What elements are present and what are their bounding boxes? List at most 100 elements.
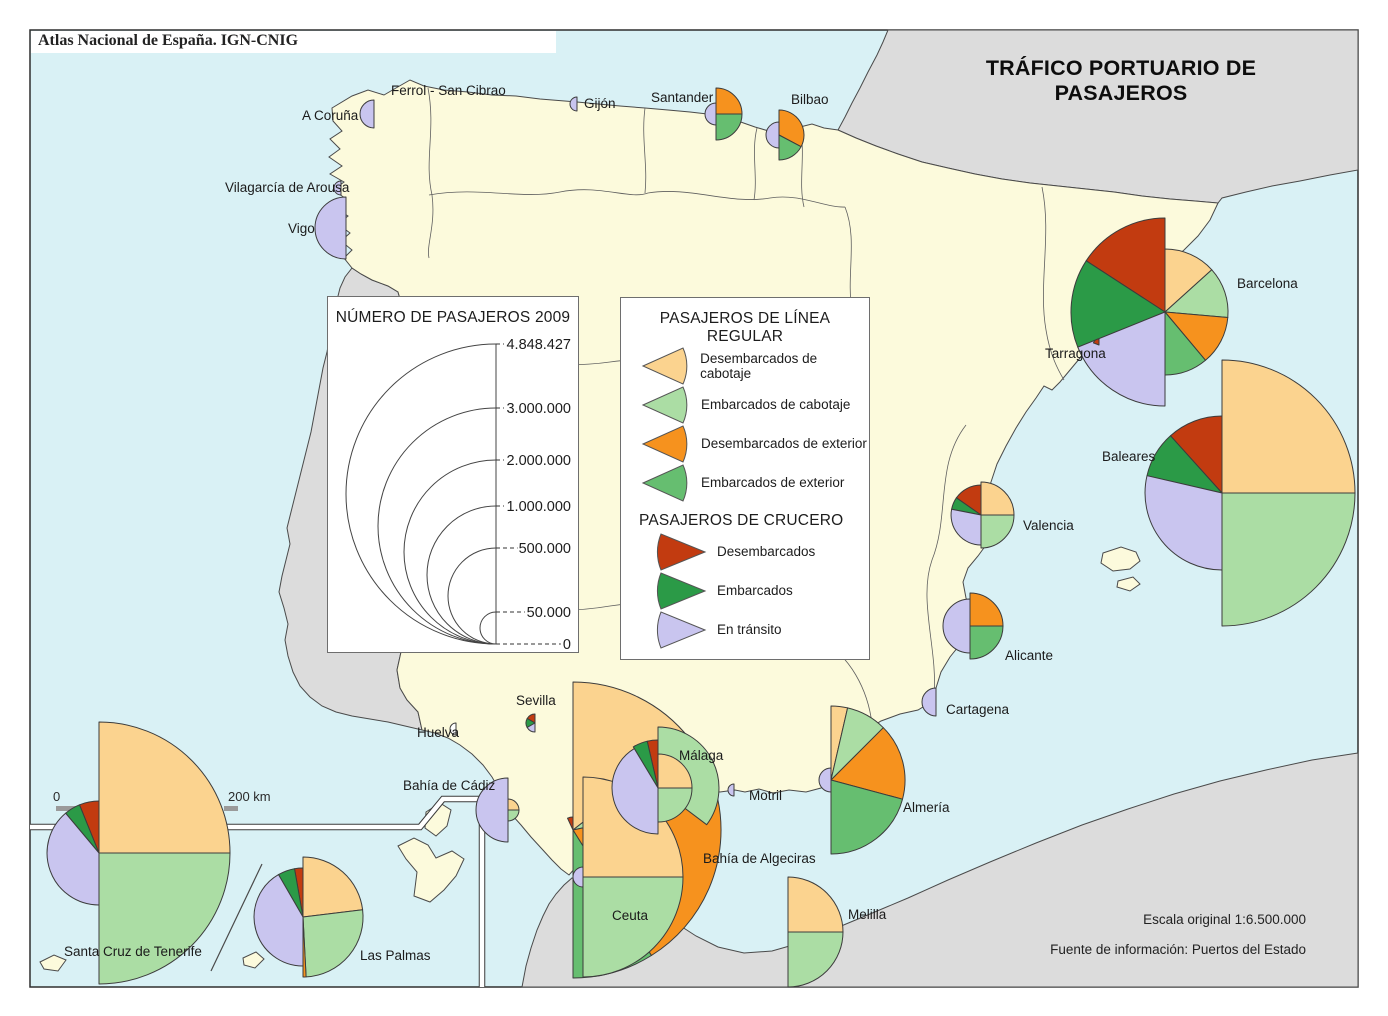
chart-slice-cab_emb [980,514,1015,549]
regular-wedge-icon [641,385,688,424]
legend-item: Desembarcados [621,532,869,571]
chart-slice-ext_des [778,109,805,148]
scale-start-label: 0 [53,789,60,804]
regular-wedge-icon [641,346,688,385]
header-band [31,31,556,53]
chart-slice-cru_tra [526,722,536,733]
chart-slice-cru_tra [611,748,659,835]
chart-slice-ext_des [302,916,307,978]
scale-bar: 0 200 km [53,789,271,811]
chart-slice-cab_emb [1221,492,1356,627]
size-value-label: 2.000.000 [506,453,571,469]
port-label-tarragona: Tarragona [1045,346,1106,361]
chart-slice-cru_tra [569,96,578,112]
port-label-valencia: Valencia [1023,518,1074,533]
port-chart-las-palmas [253,856,364,978]
port-label-baleares: Baleares [1102,449,1156,464]
legend-item-label: En tránsito [717,622,782,637]
port-charts-layer [46,87,1356,988]
size-legend: 4.848.427 3.000.000 2.000.000 1.000.000 500.… [327,296,579,653]
map-attribution: Atlas Nacional de España. IGN-CNIG [38,32,299,49]
chart-slice-cab_emb [657,787,693,823]
chart-slice-ext_emb [715,113,743,141]
chart-slice-cru_tra [46,812,100,906]
category-legend: PASAJEROS DE LÍNEA REGULAR Desembarcados… [620,297,870,660]
chart-slice-ext_des [715,87,743,115]
chart-slice-cru_emb [632,740,659,789]
chart-slice-cab_des [980,481,1015,516]
chart-slice-cab_emb [507,809,520,822]
chart-slice-cru_tra [572,866,584,888]
port-label-ceuta: Ceuta [612,908,649,923]
regular-wedge-icon [641,424,688,463]
chart-slice-cru_des [567,816,574,831]
chart-slice-cru_tra [950,508,982,546]
cruise-wedge-icon [656,610,707,649]
chart-slice-cru_des [1092,338,1100,346]
map-title: TRÁFICO PORTUARIO DE PASAJEROS [985,56,1257,105]
chart-slice-cru_tra [704,102,717,126]
size-ring [479,611,497,645]
port-chart-melilla [787,876,844,988]
chart-slice-cab_emb [98,852,231,985]
legend-item-label: Desembarcados [717,544,816,559]
port-chart-huelva [449,722,457,736]
chart-slice-cru_tra [359,99,375,129]
port-label-sevilla: Sevilla [516,693,556,708]
cruise-legend-items: Desembarcados Embarcados En tránsito [621,532,869,649]
port-label-vigo: Vigo [288,221,315,236]
port-label-almeria: Almería [903,800,950,815]
size-value-label: 0 [563,637,571,652]
chart-slice-ext_des [969,592,1004,627]
size-value-label: 3.000.000 [506,401,571,417]
inset-diagonal-divider [210,863,263,972]
size-value-label: 50.000 [527,605,571,621]
port-label-ferrol-san-cibrao: Ferrol - San Cibrao [391,83,506,98]
legend-item-label: Desembarcados de cabotaje [700,350,818,381]
chart-slice-cru_des [1085,217,1166,313]
chart-slice-cab_emb [787,931,844,988]
size-legend-canvas: 4.848.427 3.000.000 2.000.000 1.000.000 500.… [345,337,571,652]
chart-slice-cru_emb [1070,260,1166,348]
legend-item: Desembarcados de exterior [621,424,869,463]
chart-slice-cab_emb [302,909,364,978]
port-label-motril: Motril [749,788,782,803]
regular-legend-title: PASAJEROS DE LÍNEA REGULAR [659,310,831,345]
legend-item: Embarcados de cabotaje [621,385,869,424]
size-value-label: 1.000.000 [506,499,571,515]
chart-slice-cru_tra [1144,475,1223,571]
legend-item-label: Embarcados de exterior [701,475,845,490]
port-chart-tarragona [1092,338,1100,346]
port-label-alicante: Alicante [1005,648,1053,663]
chart-slice-cru_tra [921,687,937,717]
africa-landmass [521,752,1359,988]
chart-slice-cru_tra [333,180,342,196]
source-note: Fuente de información: Puertos del Estad… [1050,942,1306,957]
port-chart-gijon [569,96,578,112]
port-chart-sevilla [525,713,536,733]
chart-slice-cru_tra [314,196,347,260]
chart-slice-cab_des [302,856,364,918]
legend-item: Desembarcados de cabotaje [621,346,869,385]
port-chart-valencia [950,481,1015,549]
chart-slice-ext_des [830,727,906,800]
chart-slice-ext_emb [969,625,1004,660]
port-chart-santa-cruz-de-tenerife [46,721,231,985]
port-label-huelva: Huelva [417,725,460,740]
chart-slice-ext_emb [830,779,903,855]
chart-slice-cru_tra [1077,311,1166,407]
scale-end-label: 200 km [228,789,271,804]
port-chart-bahia-de-cadiz [475,777,520,843]
legend-item: Embarcados de exterior [621,463,869,502]
chart-slice-cru_tra [942,598,971,654]
port-label-bilbao: Bilbao [791,92,829,107]
regular-legend-items: Desembarcados de cabotaje Embarcados de c… [621,346,869,502]
legend-item-label: Embarcados [717,583,793,598]
port-label-bahia-de-algeciras: Bahía de Algeciras [703,851,816,866]
port-label-vilagarcia-de-arousa: Vilagarcía de Arousa [225,180,350,195]
cruise-legend-title: PASAJEROS DE CRUCERO [639,512,844,529]
chart-slice-cru_tra [475,777,509,843]
port-labels-layer: Bahía de Algeciras Ceuta Santa Cruz de Ten… [64,83,1298,963]
port-chart-malaga [611,726,720,835]
size-value-label: 4.848.427 [506,337,571,353]
